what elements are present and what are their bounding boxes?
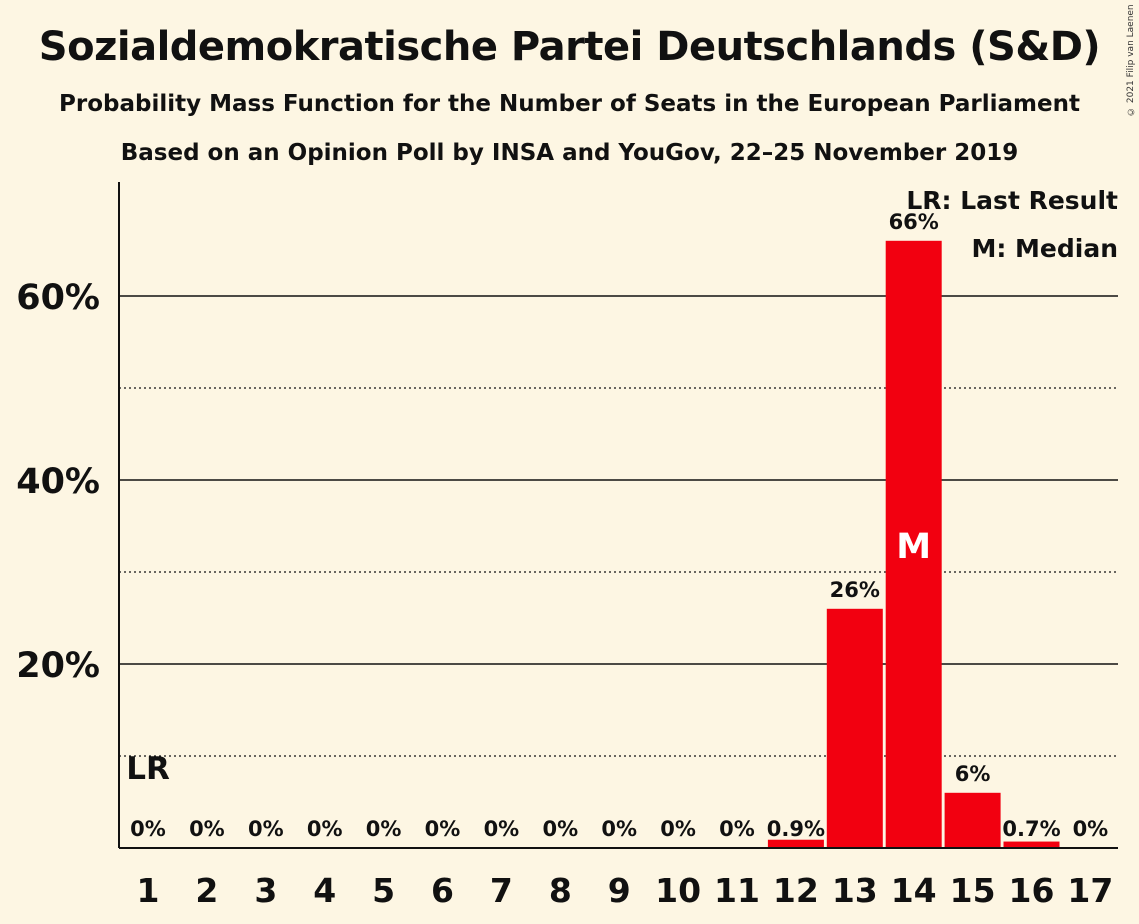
data-label: 0% [542, 817, 578, 841]
data-label: 0% [307, 817, 343, 841]
x-tick-label: 3 [254, 871, 277, 910]
chart-source-subtitle: Based on an Opinion Poll by INSA and You… [120, 140, 1019, 166]
x-tick-label: 7 [490, 871, 513, 910]
data-label: 0% [189, 817, 225, 841]
bar [826, 608, 883, 848]
y-tick-label: 40% [16, 462, 100, 502]
data-label: 0% [601, 817, 637, 841]
data-label: 0% [1073, 817, 1109, 841]
data-label: 0% [425, 817, 461, 841]
legend-median: M: Median [971, 234, 1118, 263]
x-tick-label: 17 [1067, 871, 1113, 910]
x-tick-label: 6 [431, 871, 454, 910]
x-tick-label: 4 [313, 871, 336, 910]
data-label: 0% [248, 817, 284, 841]
data-label: 26% [830, 578, 880, 602]
bar [944, 792, 1001, 848]
x-tick-label: 10 [655, 871, 701, 910]
legend-last-result: LR: Last Result [906, 186, 1118, 215]
data-label: 0% [719, 817, 755, 841]
x-tick-label: 14 [891, 871, 937, 910]
x-tick-label: 13 [832, 871, 878, 910]
x-tick-label: 5 [372, 871, 395, 910]
data-label: 0% [366, 817, 402, 841]
x-tick-label: 2 [195, 871, 218, 910]
x-tick-label: 9 [608, 871, 631, 910]
median-marker: M [896, 527, 931, 567]
x-tick-label: 16 [1009, 871, 1055, 910]
x-tick-label: 1 [137, 871, 160, 910]
x-tick-label: 8 [549, 871, 572, 910]
bar [885, 240, 942, 849]
y-tick-label: 20% [16, 646, 100, 686]
data-label: 0% [130, 817, 166, 841]
x-tick-label: 11 [714, 871, 760, 910]
bar [1003, 841, 1060, 848]
chart-title: Sozialdemokratische Partei Deutschlands … [38, 24, 1101, 70]
data-label: 0% [660, 817, 696, 841]
last-result-marker: LR [126, 751, 170, 787]
data-label: 66% [889, 210, 939, 234]
data-label: 6% [955, 762, 991, 786]
data-label: 0.9% [767, 817, 825, 841]
bar [767, 839, 824, 848]
x-tick-label: 15 [950, 871, 996, 910]
data-label: 0.7% [1002, 817, 1060, 841]
y-tick-label: 60% [16, 278, 100, 318]
chart-subtitle: Probability Mass Function for the Number… [59, 91, 1080, 117]
x-tick-label: 12 [773, 871, 819, 910]
data-label: 0% [484, 817, 520, 841]
